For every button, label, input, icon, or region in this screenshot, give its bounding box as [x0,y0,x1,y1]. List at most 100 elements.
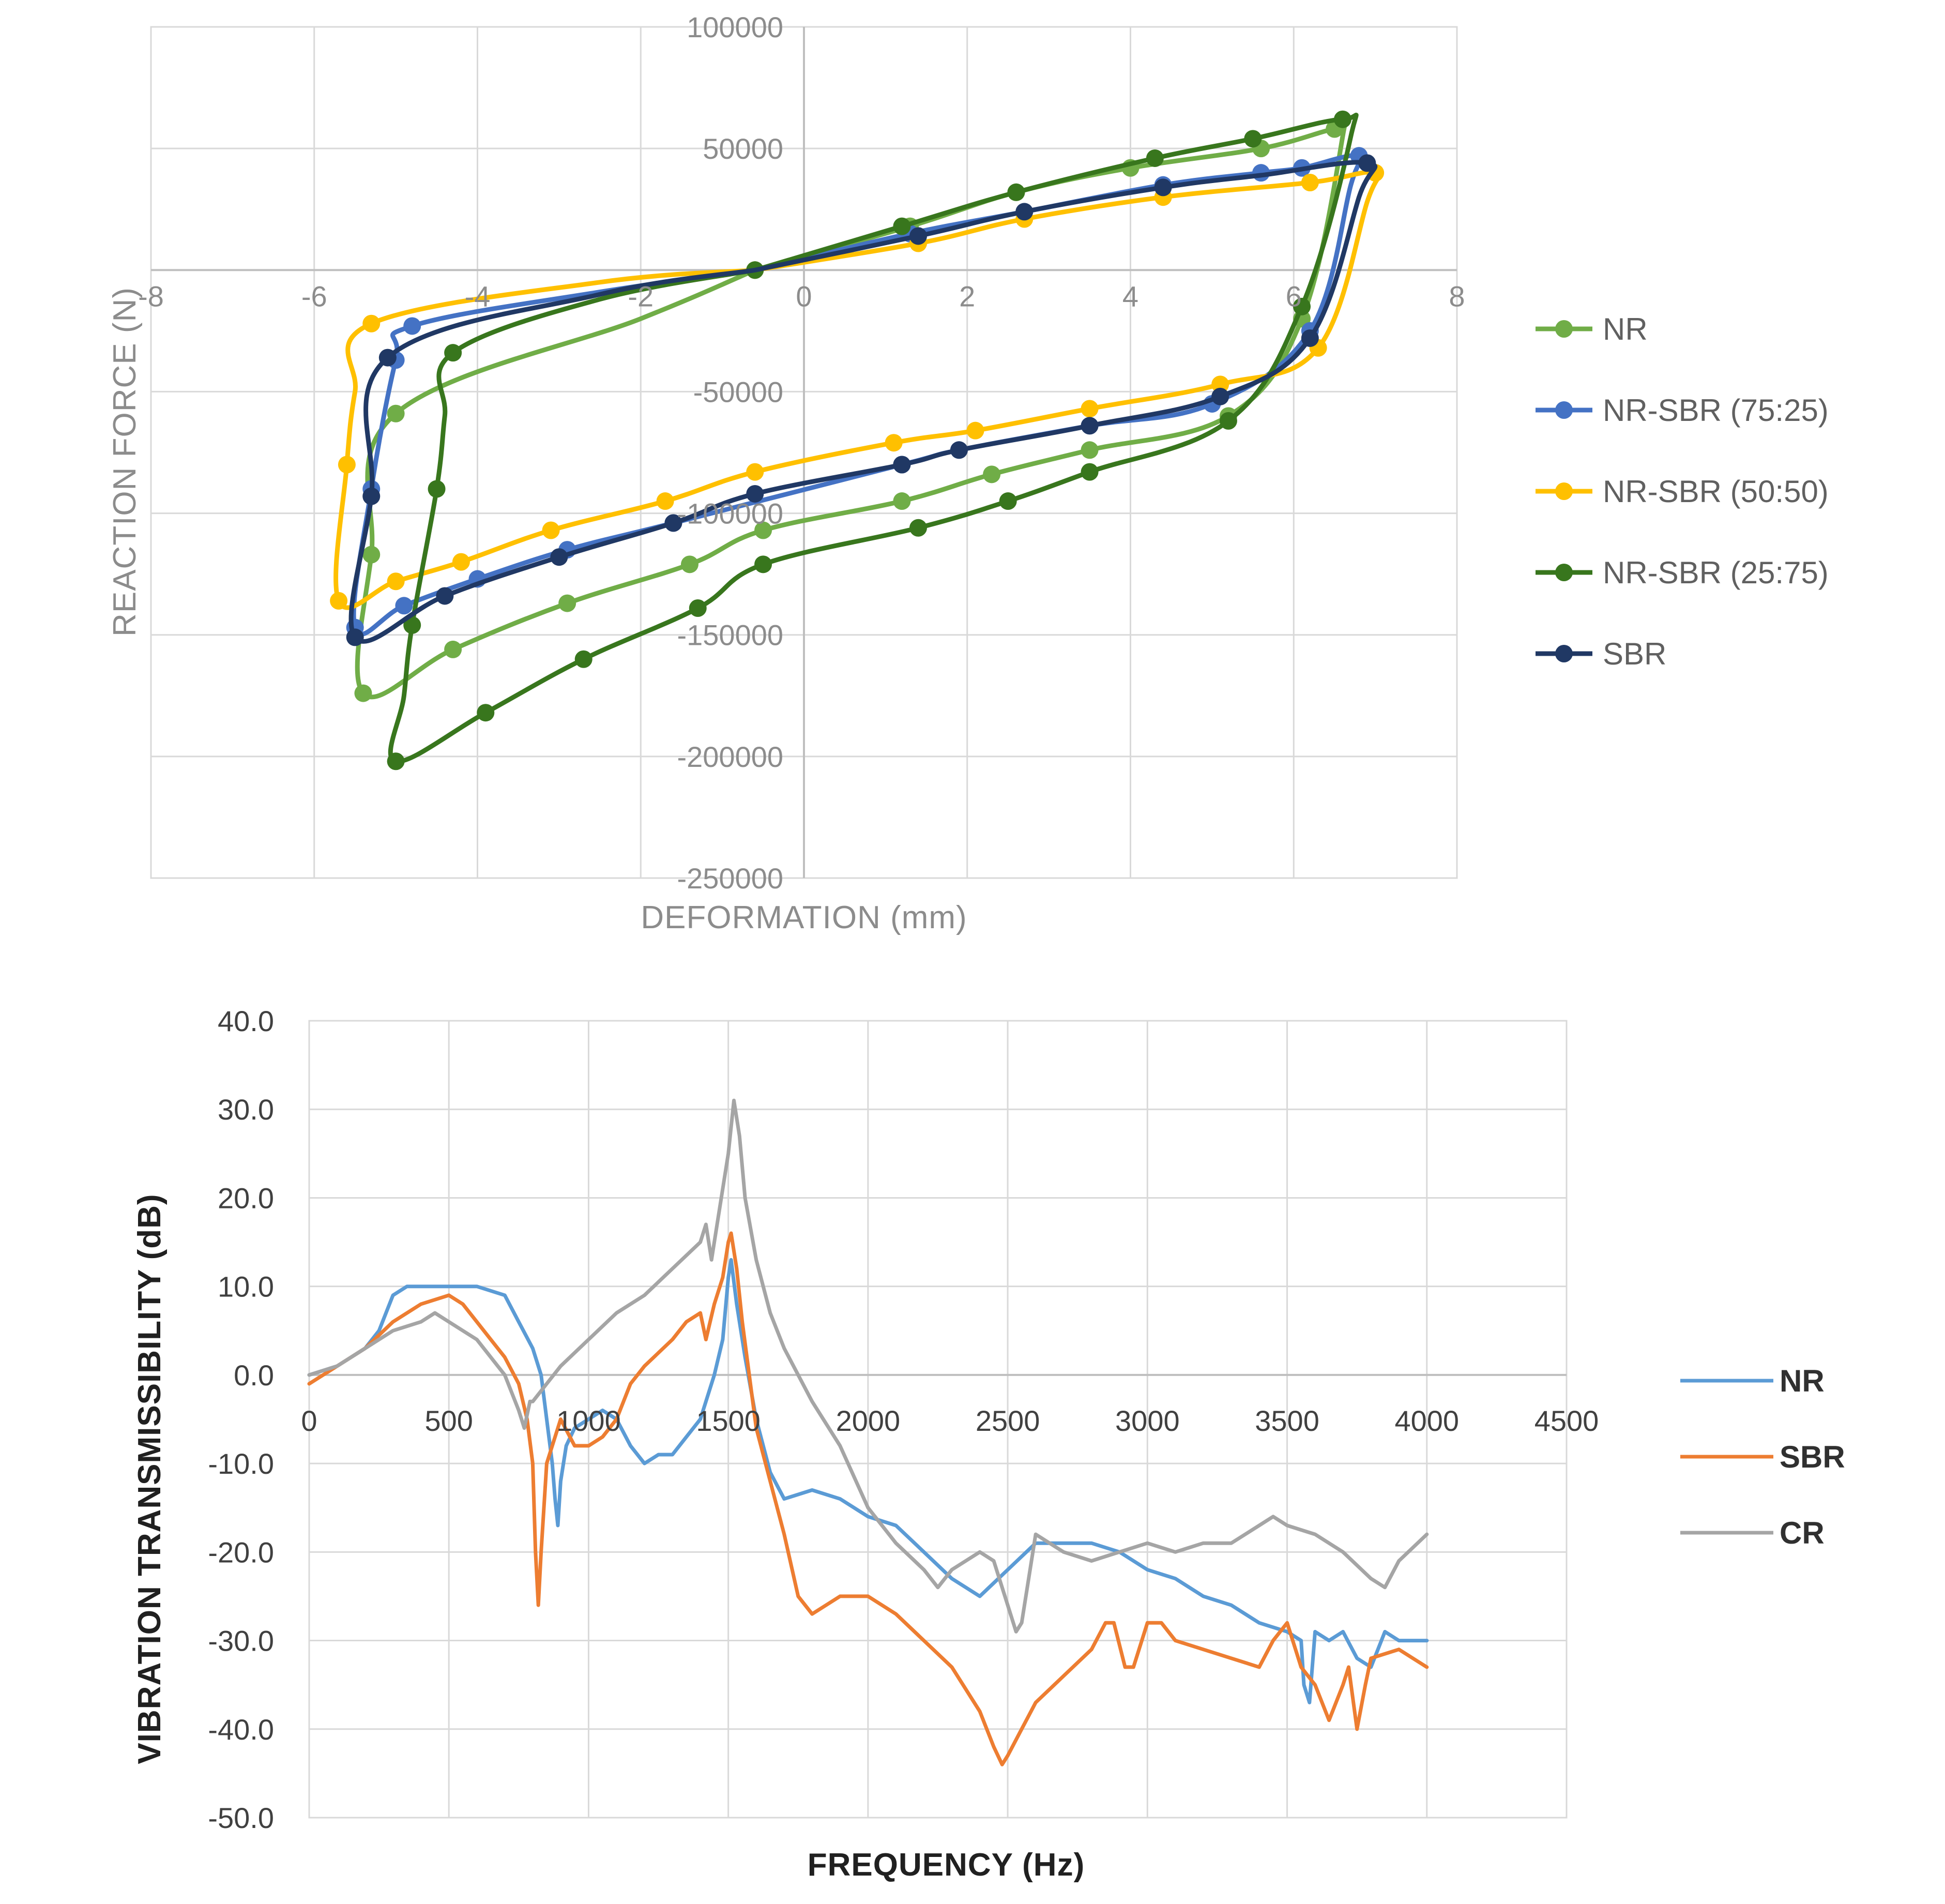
hysteresis-y-tick-label: -100000 [677,497,783,530]
series-nr-sbr-25-75 [387,110,1359,770]
data-point-nr-sbr-25-75 [387,752,405,770]
data-point-nr-sbr-25-75 [574,650,592,668]
transmissibility-y-tick-label: 0.0 [234,1359,274,1392]
legend-item-nr-sbr-50-50: NR-SBR (50:50) [1536,474,1829,509]
legend-item-sbr: SBR [1680,1440,1845,1474]
data-point-nr-sbr-25-75 [444,344,462,362]
data-point-nr [444,640,462,658]
hysteresis-x-tick-label: 6 [1286,280,1302,312]
data-point-sbr [950,441,968,459]
legend-item-nr-sbr-25-75: NR-SBR (25:75) [1536,555,1829,590]
series-line-sbr [307,1231,1429,1766]
data-point-sbr [1154,178,1172,197]
data-point-nr [354,684,372,702]
data-point-nr-sbr-50-50 [387,572,405,591]
data-point-sbr [1301,329,1319,347]
transmissibility-x-tick-label: 3500 [1255,1404,1319,1437]
transmissibility-series [307,1098,1429,1766]
legend-marker-nr-sbr-75-25 [1555,401,1573,419]
data-point-nr-sbr-50-50 [1081,400,1099,418]
data-point-nr [362,546,381,564]
transmissibility-y-tick-label: 30.0 [218,1093,274,1126]
legend-label: SBR [1780,1440,1845,1474]
transmissibility-legend: NR SBR CR [1680,1364,1845,1550]
data-point-sbr [746,485,764,503]
transmissibility-tick-labels: 0 500 1000 1500 2000 2500 3000 3500 4000 4500 40.0… [208,1005,1599,1834]
hysteresis-y-tick-label: -250000 [677,862,783,895]
series-line-nr-sbr-25-75 [388,112,1359,764]
data-point-nr [387,404,405,422]
hysteresis-x-tick-label: 2 [959,280,975,312]
data-point-nr [983,465,1001,483]
hysteresis-chart: -8 -6 -4 -2 0 2 4 6 8 100000 50000 -50000 -100000 -15… [107,11,1829,935]
hysteresis-x-tick-label: 0 [796,280,812,312]
data-point-sbr [893,456,911,474]
transmissibility-x-tick-label: 4500 [1534,1404,1599,1437]
legend-label: SBR [1603,637,1666,671]
legend-label: NR-SBR (25:75) [1603,555,1829,590]
legend-item-cr: CR [1680,1516,1825,1550]
data-point-sbr [378,349,397,367]
hysteresis-x-tick-label: 4 [1122,280,1138,312]
data-point-nr-sbr-25-75 [754,555,772,573]
legend-marker-nr-sbr-25-75 [1555,564,1573,581]
data-point-nr-sbr-25-75 [1244,130,1262,148]
data-point-sbr [1211,387,1229,405]
data-point-sbr [1015,203,1034,221]
data-point-nr-sbr-50-50 [338,456,356,474]
data-point-nr-sbr-50-50 [1211,375,1229,394]
series-line-nr [307,1258,1429,1704]
hysteresis-series [330,110,1385,770]
data-point-nr-sbr-50-50 [1301,173,1319,191]
data-point-nr-sbr-25-75 [1333,110,1351,128]
data-point-nr-sbr-25-75 [1219,412,1237,430]
transmissibility-y-tick-label: -40.0 [208,1713,274,1746]
hysteresis-axes [151,27,1457,878]
transmissibility-y-tick-label: -10.0 [208,1447,274,1480]
data-point-nr-sbr-50-50 [656,492,674,510]
transmissibility-x-tick-label: 1500 [696,1404,761,1437]
legend-label: NR-SBR (50:50) [1603,474,1829,509]
data-point-nr-sbr-25-75 [403,616,421,634]
data-point-nr-sbr-25-75 [428,480,446,498]
data-point-nr-sbr-25-75 [477,704,495,722]
data-point-nr-sbr-50-50 [966,421,984,440]
data-point-nr-sbr-25-75 [1293,297,1311,315]
hysteresis-tick-labels: -8 -6 -4 -2 0 2 4 6 8 100000 50000 -50000 -100000 -15… [138,11,1465,895]
data-point-nr-sbr-25-75 [893,217,911,235]
legend-marker-nr [1555,320,1573,338]
hysteresis-y-tick-label: 50000 [703,132,783,165]
data-point-nr-sbr-75-25 [403,317,421,335]
data-point-sbr [1358,154,1376,172]
data-point-nr-sbr-50-50 [746,463,764,481]
data-point-nr [680,555,698,573]
legend-item-sbr: SBR [1536,637,1666,671]
hysteresis-x-tick-label: -4 [465,280,491,312]
data-point-nr-sbr-50-50 [330,592,348,610]
data-point-sbr [346,628,364,646]
data-point-nr-sbr-25-75 [1007,183,1025,201]
hysteresis-y-tick-label: -50000 [693,375,783,408]
data-point-sbr [1081,417,1099,435]
data-point-sbr [664,514,682,532]
data-point-nr [1081,441,1099,459]
legend-item-nr-sbr-75-25: NR-SBR (75:25) [1536,393,1829,428]
hysteresis-y-tick-label: -200000 [677,741,783,773]
data-point-sbr [362,487,381,505]
transmissibility-gridlines [308,1020,1568,1819]
legend-label: CR [1780,1516,1825,1550]
hysteresis-legend: NR NR-SBR (75:25) NR-SBR (50:50) NR-SBR (25… [1536,312,1829,671]
series-line-sbr [348,160,1378,644]
transmissibility-y-tick-label: -30.0 [208,1625,274,1657]
data-point-sbr [909,227,928,245]
series-line-nr [355,116,1349,700]
transmissibility-x-tick-label: 4000 [1394,1404,1459,1437]
series-line-cr [307,1098,1429,1634]
legend-item-nr: NR [1680,1364,1825,1398]
data-point-nr-sbr-75-25 [395,597,413,615]
transmissibility-x-tick-label: 3000 [1115,1404,1180,1437]
transmissibility-x-axis-label: FREQUENCY (Hz) [808,1847,1085,1883]
hysteresis-x-tick-label: 8 [1449,280,1465,312]
transmissibility-x-tick-label: 0 [301,1404,317,1437]
